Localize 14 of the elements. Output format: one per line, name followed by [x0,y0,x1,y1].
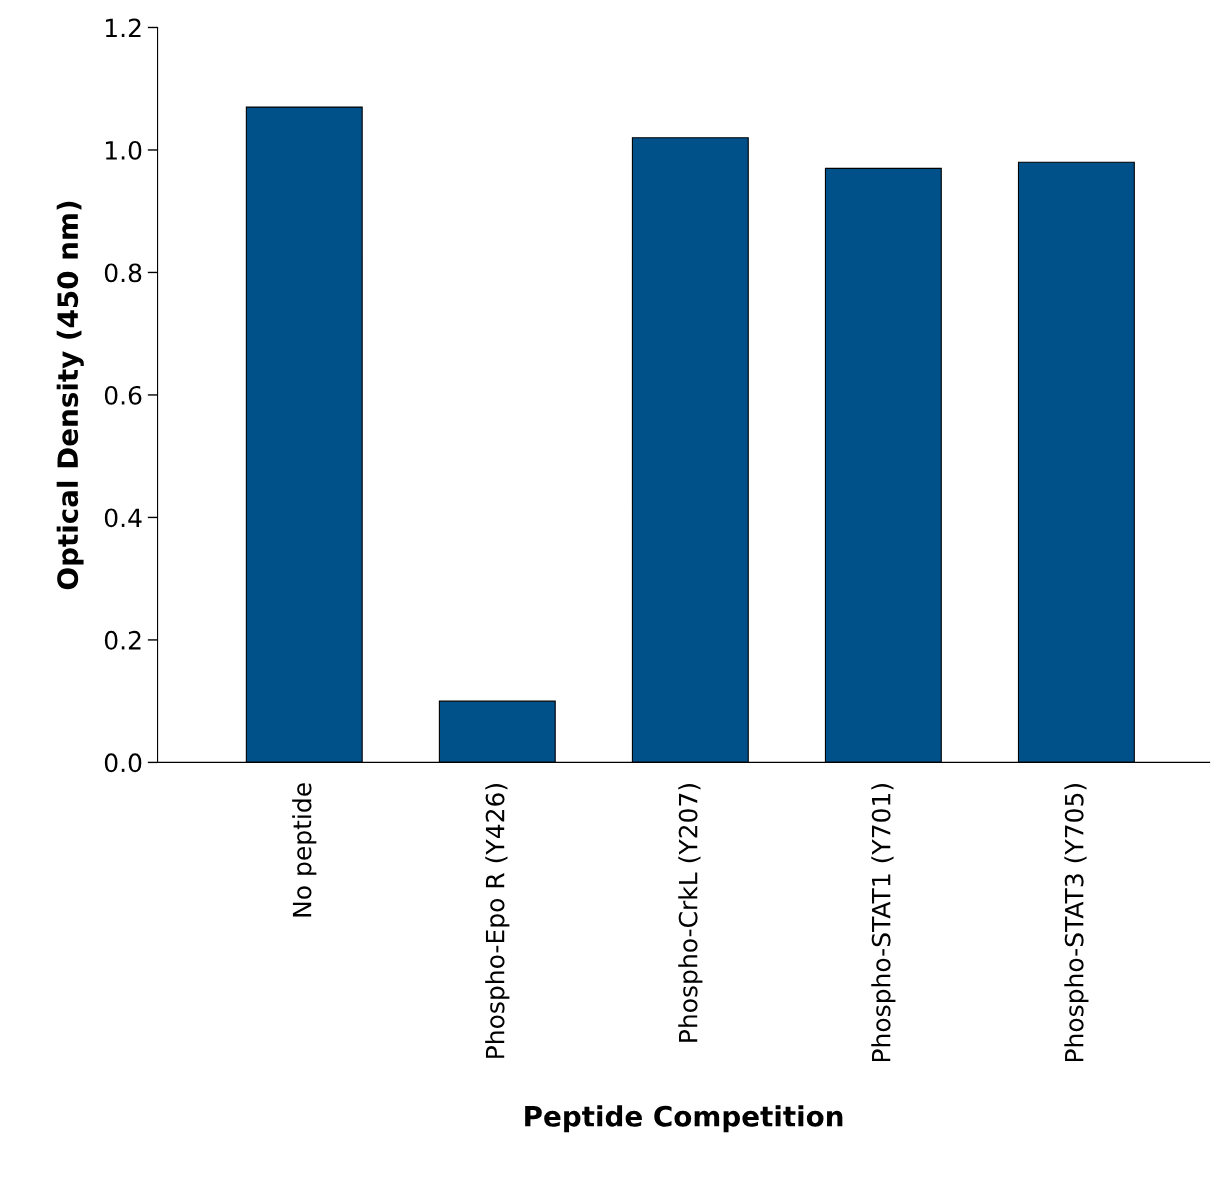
x-tick-label: No peptide [292,783,317,917]
x-axis-title: Peptide Competition [525,1105,843,1133]
y-axis-title: Optical Density (450 nm) [56,201,84,590]
y-tick-label: 1.2 [105,18,141,37]
y-tick-label: 0.4 [104,508,142,528]
y-tick-label: 0.8 [104,263,142,283]
x-tick-label: Phospho-STAT1 (Y701) [871,784,896,1062]
y-tick-label: 0.6 [104,385,142,405]
x-tick-label: Phospho-CrkL (Y207) [678,784,703,1042]
x-tick-label: Phospho-Epo R (Y426) [485,784,510,1058]
y-tick-label: 0.2 [104,630,141,650]
y-tick-label: 0.0 [104,753,142,773]
x-tick-label: Phospho-STAT3 (Y705) [1064,784,1089,1062]
y-tick-label: 1.0 [105,140,142,160]
